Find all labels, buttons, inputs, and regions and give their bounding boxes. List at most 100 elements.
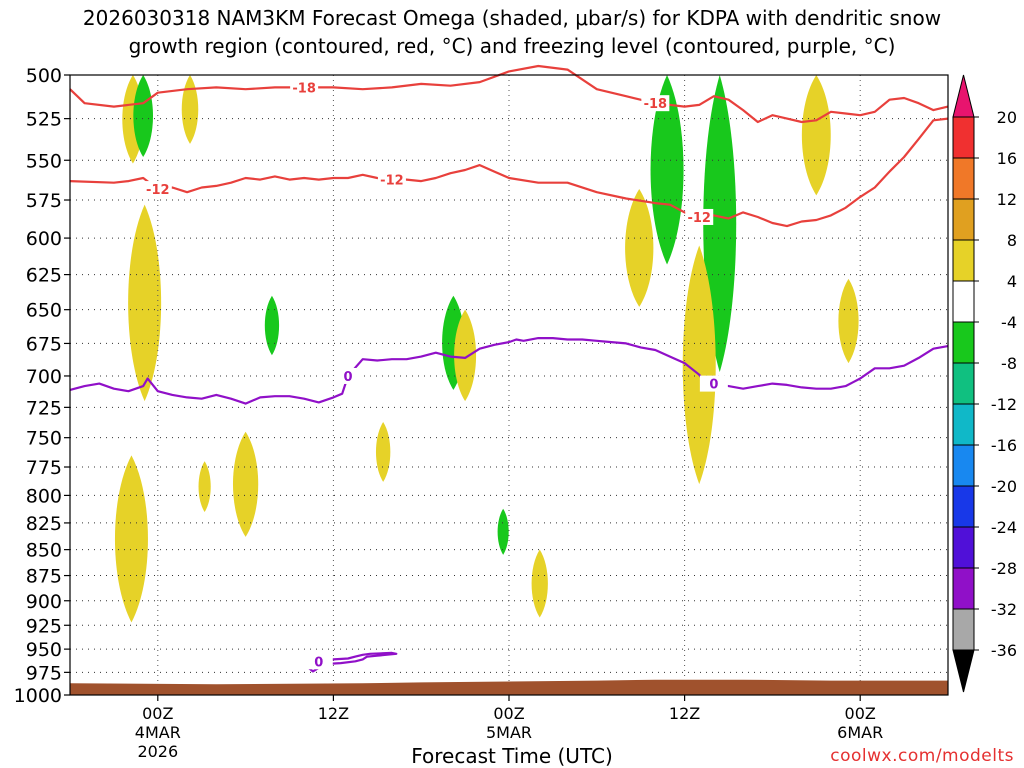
y-tick-label: 950 bbox=[26, 639, 62, 661]
x-tick-label: 6MAR bbox=[837, 723, 883, 742]
terrain-fill bbox=[70, 679, 948, 695]
colorbar-tick-label: -24 bbox=[991, 518, 1017, 537]
colorbar-tick-label: -36 bbox=[991, 641, 1017, 660]
contour-label-bg bbox=[641, 95, 670, 112]
colorbar-bottom-arrow bbox=[952, 649, 975, 693]
omega-negative-region bbox=[133, 75, 154, 157]
colorbar-swatch bbox=[952, 567, 975, 610]
omega-positive-region bbox=[531, 549, 548, 618]
terrain-band bbox=[70, 679, 948, 695]
chart-title-line-2: growth region (contoured, red, °C) and f… bbox=[128, 34, 896, 58]
omega-shading bbox=[114, 75, 859, 623]
contour-label-bg bbox=[290, 79, 319, 96]
colorbar-swatch bbox=[952, 526, 975, 569]
omega-colorbar: 20 16 12 8 4 -4 -8 -12 -16 -20 -24 -28 -32 -36 bbox=[952, 74, 1017, 693]
omega-positive-region bbox=[128, 204, 162, 402]
contour-label-bg bbox=[377, 171, 406, 188]
contour-label: -12 bbox=[380, 174, 404, 189]
watermark: coolwx.com/modelts bbox=[830, 746, 1014, 766]
contour-label: -18 bbox=[644, 97, 668, 112]
y-tick-label: 775 bbox=[26, 457, 62, 479]
colorbar-swatch bbox=[952, 198, 975, 241]
y-tick-label: 925 bbox=[26, 615, 62, 637]
y-tick-label: 600 bbox=[26, 228, 62, 250]
omega-positive-region bbox=[198, 461, 211, 513]
y-tick-label: 525 bbox=[26, 109, 62, 131]
x-tick-label: 4MAR bbox=[135, 723, 181, 742]
colorbar-tick-label: 12 bbox=[997, 190, 1017, 209]
contour-label-bg bbox=[685, 208, 714, 225]
y-tick-label: 575 bbox=[26, 190, 62, 212]
colorbar-tick-label: -28 bbox=[991, 559, 1017, 578]
colorbar-tick-label: 4 bbox=[1007, 272, 1017, 291]
freezing-level-contour bbox=[69, 337, 949, 405]
y-tick-label: 500 bbox=[26, 65, 62, 87]
contour-label: 0 bbox=[344, 370, 353, 385]
colorbar-swatch bbox=[952, 444, 975, 487]
omega-positive-region bbox=[682, 245, 716, 485]
omega-negative-region bbox=[703, 75, 737, 373]
omega-positive-region bbox=[114, 455, 148, 623]
pressure-axis: 500 525 550 575 600 625 650 675 700 725 750 775 800 8… bbox=[14, 65, 70, 707]
contour-label: 0 bbox=[314, 655, 323, 670]
contour-label-bg bbox=[699, 375, 728, 392]
colorbar-tick-label: 20 bbox=[997, 108, 1017, 127]
colorbar-swatch bbox=[952, 485, 975, 528]
colorbar-tick-label: -20 bbox=[991, 477, 1017, 496]
colorbar-swatch bbox=[952, 362, 975, 405]
y-tick-label: 625 bbox=[26, 265, 62, 287]
x-tick-label: 12Z bbox=[318, 704, 349, 723]
colorbar-tick-label: -8 bbox=[1001, 354, 1017, 373]
y-tick-label: 725 bbox=[26, 397, 62, 419]
y-tick-label: 1000 bbox=[14, 685, 62, 707]
y-tick-label: 825 bbox=[26, 513, 62, 535]
colorbar-tick-label: -4 bbox=[1001, 313, 1017, 332]
contour-label-bg bbox=[143, 181, 172, 198]
colorbar-tick-label: -12 bbox=[991, 395, 1017, 414]
omega-negative-region bbox=[650, 75, 684, 265]
colorbar-tick-label: 16 bbox=[997, 149, 1017, 168]
x-tick-label: 5MAR bbox=[486, 723, 532, 742]
grid-lines bbox=[70, 75, 948, 695]
colorbar-swatch bbox=[952, 239, 975, 282]
colorbar-tick-label: 8 bbox=[1007, 231, 1017, 250]
omega-negative-region bbox=[264, 295, 280, 356]
dendritic-contour-minus18 bbox=[69, 64, 949, 124]
y-tick-label: 650 bbox=[26, 300, 62, 322]
contour-label-bg bbox=[304, 653, 333, 670]
colorbar-top-arrow bbox=[952, 74, 975, 118]
colorbar-swatch bbox=[952, 608, 975, 651]
colorbar-swatch bbox=[952, 116, 975, 159]
colorbar-swatch bbox=[952, 280, 975, 323]
x-tick-label: 00Z bbox=[142, 704, 173, 723]
y-tick-label: 550 bbox=[26, 150, 62, 172]
y-tick-label: 750 bbox=[26, 428, 62, 450]
y-tick-label: 900 bbox=[26, 591, 62, 613]
omega-positive-region bbox=[801, 75, 831, 196]
contour-label: 0 bbox=[709, 378, 718, 393]
contour-label: -12 bbox=[146, 183, 170, 198]
omega-negative-region bbox=[497, 508, 509, 555]
colorbar-swatch bbox=[952, 157, 975, 200]
x-tick-label: 00Z bbox=[845, 704, 876, 723]
y-tick-label: 800 bbox=[26, 485, 62, 507]
temperature-contours: -18 -18 -12 -12 -12 0 0 0 bbox=[69, 64, 949, 673]
y-tick-label: 850 bbox=[26, 540, 62, 562]
y-tick-label: 700 bbox=[26, 366, 62, 388]
colorbar-swatch bbox=[952, 321, 975, 364]
omega-positive-region bbox=[625, 189, 654, 307]
omega-positive-region bbox=[375, 422, 391, 482]
omega-positive-region bbox=[454, 309, 477, 402]
omega-positive-region bbox=[232, 431, 259, 537]
chart-title-line-1: 2026030318 NAM3KM Forecast Omega (shaded… bbox=[82, 6, 942, 30]
omega-positive-region bbox=[181, 75, 199, 144]
x-axis-label: Forecast Time (UTC) bbox=[411, 744, 613, 768]
contour-label: -12 bbox=[687, 211, 711, 226]
x-tick-label: 2026 bbox=[137, 742, 178, 761]
y-tick-label: 675 bbox=[26, 333, 62, 355]
contour-label-bg bbox=[334, 367, 363, 384]
dendritic-contour-minus12 bbox=[69, 117, 949, 228]
contour-label: -18 bbox=[292, 81, 316, 96]
